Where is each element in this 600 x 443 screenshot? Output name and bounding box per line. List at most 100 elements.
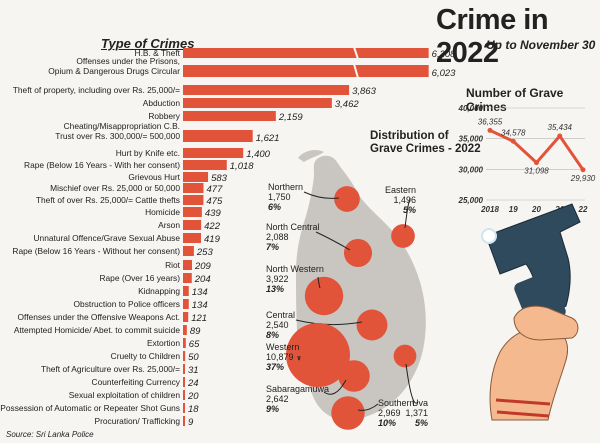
map-title: Distribution of Grave Crimes - 2022	[370, 130, 481, 155]
crime-bar	[183, 98, 332, 108]
crime-bar	[183, 130, 253, 142]
crime-value-label: 50	[188, 352, 199, 363]
region-bubble	[391, 224, 415, 248]
crime-value-label: 6,208	[432, 49, 456, 60]
y-tick-label: 30,000	[459, 165, 484, 174]
region-name-label: Southern	[378, 398, 415, 408]
leader-line	[405, 363, 419, 404]
crime-bar	[183, 351, 186, 361]
leader-line	[404, 197, 411, 229]
region-bubble	[338, 360, 370, 392]
region-value-label: 2,969	[378, 408, 401, 418]
crime-value-label: 477	[207, 184, 224, 195]
crime-category-label: Rape (Below 16 Years - With her consent)	[24, 160, 180, 170]
crime-category-label: Attempted Homicide/ Abet. to commit suic…	[14, 325, 181, 335]
y-tick-label: 35,000	[459, 135, 484, 144]
region-bubble	[331, 396, 365, 430]
crime-category-label: Opium & Dangerous Drugs Circular	[48, 66, 180, 76]
fingers-shape	[513, 305, 579, 341]
source-note: Source: Sri Lanka Police	[6, 430, 94, 439]
crime-category-label: Kidnapping	[138, 286, 180, 296]
region-percent-label: 8%	[266, 330, 279, 340]
crime-category-label: Obstruction to Police officers	[74, 299, 180, 309]
x-tick-label: 20	[531, 205, 541, 214]
leader-line	[315, 231, 351, 251]
crime-value-label: 9	[188, 417, 194, 428]
data-point	[580, 167, 586, 173]
hand-holding-pistol-icon	[481, 203, 581, 421]
region-value-label: 1,750	[268, 192, 291, 202]
crime-bar	[183, 195, 204, 205]
leader-line	[323, 379, 347, 395]
crime-category-label: Hurt by Knife etc.	[116, 148, 180, 158]
region-bubble	[356, 309, 388, 341]
region-name-label: North Central	[266, 222, 320, 232]
crime-category-label: Trust over Rs. 300,000/= 500,000	[55, 131, 180, 141]
crime-category-label: Cheating/Misappropriation C.B.	[64, 121, 180, 131]
crime-value-label: 422	[204, 221, 221, 232]
crime-bar	[183, 172, 209, 182]
data-point	[534, 160, 539, 166]
crime-value-label: 20	[187, 391, 199, 402]
region-name-label: North Western	[266, 264, 324, 274]
crime-value-label: 24	[187, 378, 199, 389]
region-percent-label: 6%	[268, 202, 281, 212]
crime-bar	[183, 260, 192, 270]
point-value-label: 36,355	[478, 117, 503, 126]
crime-bar	[183, 220, 202, 230]
crime-bar	[183, 111, 276, 121]
crime-category-label: Theft of Agriculture over Rs. 25,000/=	[41, 364, 180, 374]
region-value-label: 1,371	[405, 408, 428, 418]
crime-category-label: Procuration/ Trafficking	[95, 416, 181, 426]
crime-bar	[183, 286, 189, 296]
point-value-label: 35,434	[548, 123, 573, 132]
region-percent-label: 7%	[266, 242, 279, 252]
crime-category-label: Offenses under the Prisons,	[76, 56, 180, 66]
crime-bar	[183, 233, 202, 243]
crime-bar	[183, 416, 185, 426]
crime-category-label: Counterfeiting Currency	[92, 377, 181, 387]
leader-line	[317, 276, 321, 289]
crime-value-label: 475	[206, 196, 223, 207]
region-percent-label: 5%	[415, 418, 428, 428]
leader-line	[303, 191, 340, 199]
crime-category-label: Grievous Hurt	[128, 172, 180, 182]
crime-type-bars: H.B. & Theft 6,208 Offenses under the Pris…	[0, 46, 456, 428]
crime-value-label: 1,621	[256, 133, 280, 144]
crime-value-label: 18	[188, 404, 199, 415]
arm-shape	[489, 327, 569, 421]
crime-value-label: 65	[189, 339, 200, 350]
region-value-label: 2,088	[266, 232, 289, 242]
crime-value-label: 89	[190, 326, 201, 337]
region-name-label: Western	[266, 342, 299, 352]
crime-category-label: Abduction	[143, 98, 181, 108]
crime-category-label: Arson	[158, 220, 180, 230]
jaffna-peninsula-shape	[298, 150, 324, 162]
crime-category-label: Possession of Automatic or Repeater Shot…	[0, 403, 180, 413]
region-value-label: 10,879	[266, 352, 294, 362]
crime-value-label: 134	[192, 287, 208, 298]
point-value-label: 29,930	[570, 174, 596, 183]
crime-value-label: 419	[204, 234, 221, 245]
crime-category-label: Theft of over Rs. 25,000/= Cattle thefts	[36, 195, 180, 205]
crime-bar	[183, 338, 186, 348]
crime-value-label: 6,023	[432, 68, 456, 79]
x-tick-label: 2018	[480, 205, 499, 214]
region-bubble	[343, 238, 373, 268]
region-name-label: Central	[266, 310, 295, 320]
crime-category-label: Offenses under the Offensive Weapons Act…	[18, 312, 180, 322]
crime-bar	[183, 48, 429, 58]
point-value-label: 31,098	[524, 167, 549, 176]
crime-category-label: Sexual exploitation of children	[69, 390, 181, 400]
crime-bar	[183, 299, 189, 309]
crime-category-label: Rape (Over 16 years)	[99, 273, 180, 283]
crime-value-label: 31	[188, 365, 199, 376]
region-name-label: Uva	[412, 398, 428, 408]
crime-value-label: 1,400	[246, 149, 270, 160]
data-point	[510, 138, 516, 144]
crime-bar	[183, 403, 185, 413]
crime-value-label: 121	[191, 313, 207, 324]
crime-category-label: Riot	[165, 260, 181, 270]
crime-value-label: 204	[194, 274, 211, 285]
